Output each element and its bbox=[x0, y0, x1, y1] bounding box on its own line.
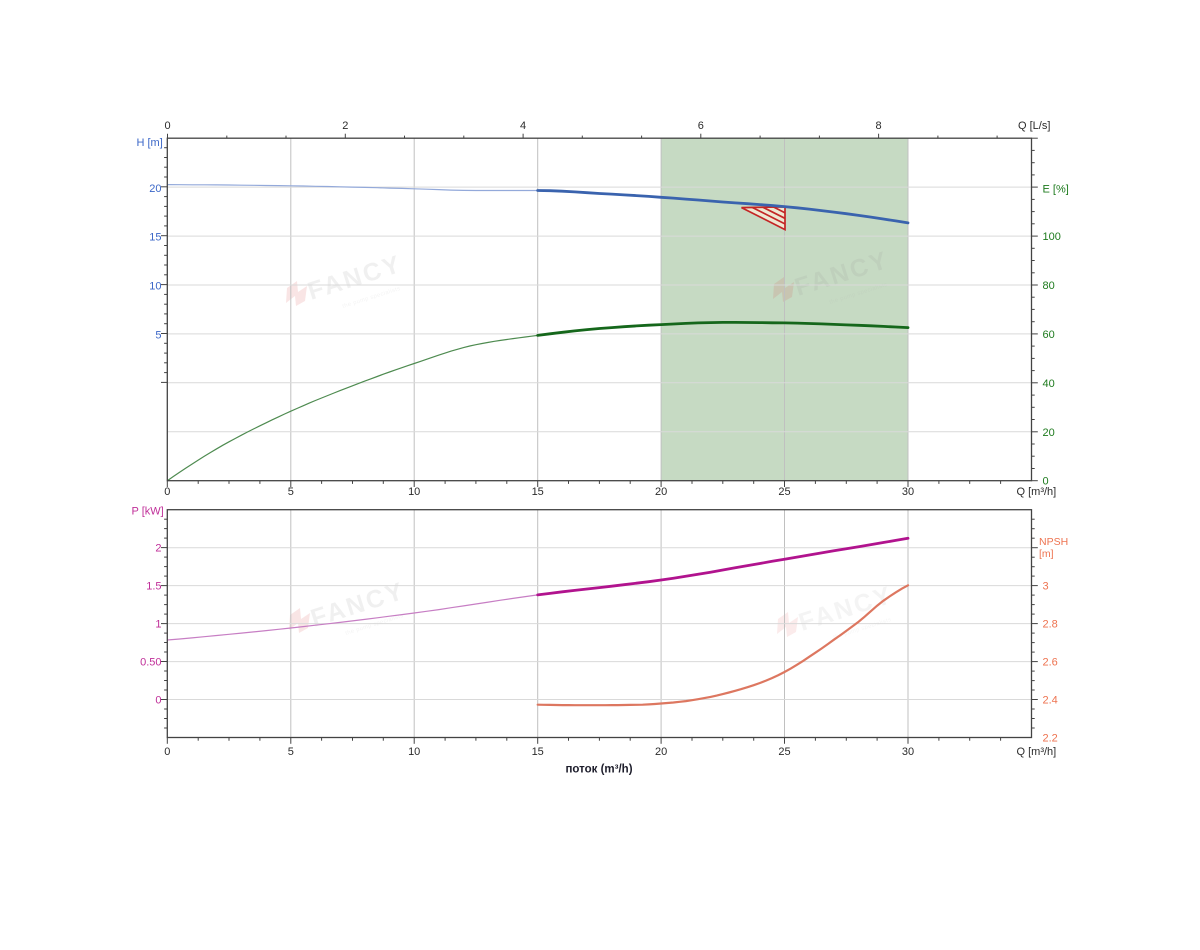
svg-text:5: 5 bbox=[288, 486, 294, 498]
svg-text:5: 5 bbox=[288, 746, 294, 758]
svg-text:4: 4 bbox=[520, 120, 526, 132]
svg-text:2: 2 bbox=[342, 120, 348, 132]
svg-text:100: 100 bbox=[1043, 231, 1061, 243]
svg-text:E [%]: E [%] bbox=[1043, 184, 1069, 196]
svg-text:60: 60 bbox=[1043, 329, 1055, 341]
svg-text:30: 30 bbox=[902, 746, 914, 758]
svg-text:[m]: [m] bbox=[1039, 548, 1054, 560]
svg-text:1.5: 1.5 bbox=[146, 581, 161, 593]
svg-text:0: 0 bbox=[164, 486, 170, 498]
svg-text:3: 3 bbox=[1043, 581, 1049, 593]
svg-text:8: 8 bbox=[876, 120, 882, 132]
svg-text:2.4: 2.4 bbox=[1043, 695, 1058, 707]
svg-text:80: 80 bbox=[1043, 280, 1055, 292]
svg-text:20: 20 bbox=[149, 183, 161, 195]
svg-text:10: 10 bbox=[149, 281, 161, 293]
svg-text:Q [L/s]: Q [L/s] bbox=[1018, 120, 1050, 132]
svg-text:15: 15 bbox=[532, 486, 544, 498]
svg-text:5: 5 bbox=[155, 330, 161, 342]
svg-text:30: 30 bbox=[902, 486, 914, 498]
svg-text:NPSH: NPSH bbox=[1039, 536, 1068, 548]
svg-text:0: 0 bbox=[164, 746, 170, 758]
svg-text:10: 10 bbox=[408, 746, 420, 758]
svg-text:2.2: 2.2 bbox=[1043, 733, 1058, 745]
svg-text:15: 15 bbox=[532, 746, 544, 758]
svg-text:20: 20 bbox=[1043, 427, 1055, 439]
svg-text:0: 0 bbox=[1043, 476, 1049, 488]
svg-text:P [kW]: P [kW] bbox=[132, 506, 164, 518]
svg-text:20: 20 bbox=[655, 486, 667, 498]
svg-text:Q [m³/h]: Q [m³/h] bbox=[1017, 746, 1057, 758]
svg-text:20: 20 bbox=[655, 746, 667, 758]
svg-text:0.50: 0.50 bbox=[140, 657, 161, 669]
svg-text:15: 15 bbox=[149, 232, 161, 244]
svg-text:2: 2 bbox=[155, 543, 161, 555]
svg-text:H [m]: H [m] bbox=[137, 137, 163, 149]
svg-text:40: 40 bbox=[1043, 378, 1055, 390]
svg-text:1: 1 bbox=[155, 619, 161, 631]
svg-text:25: 25 bbox=[778, 486, 790, 498]
svg-text:поток (m³/h): поток (m³/h) bbox=[565, 764, 632, 776]
svg-text:Q [m³/h]: Q [m³/h] bbox=[1017, 486, 1057, 498]
svg-text:25: 25 bbox=[778, 746, 790, 758]
svg-text:2.6: 2.6 bbox=[1043, 657, 1058, 669]
svg-text:0: 0 bbox=[155, 695, 161, 707]
svg-text:6: 6 bbox=[698, 120, 704, 132]
svg-text:0: 0 bbox=[164, 120, 170, 132]
svg-text:2.8: 2.8 bbox=[1043, 619, 1058, 631]
svg-text:10: 10 bbox=[408, 486, 420, 498]
